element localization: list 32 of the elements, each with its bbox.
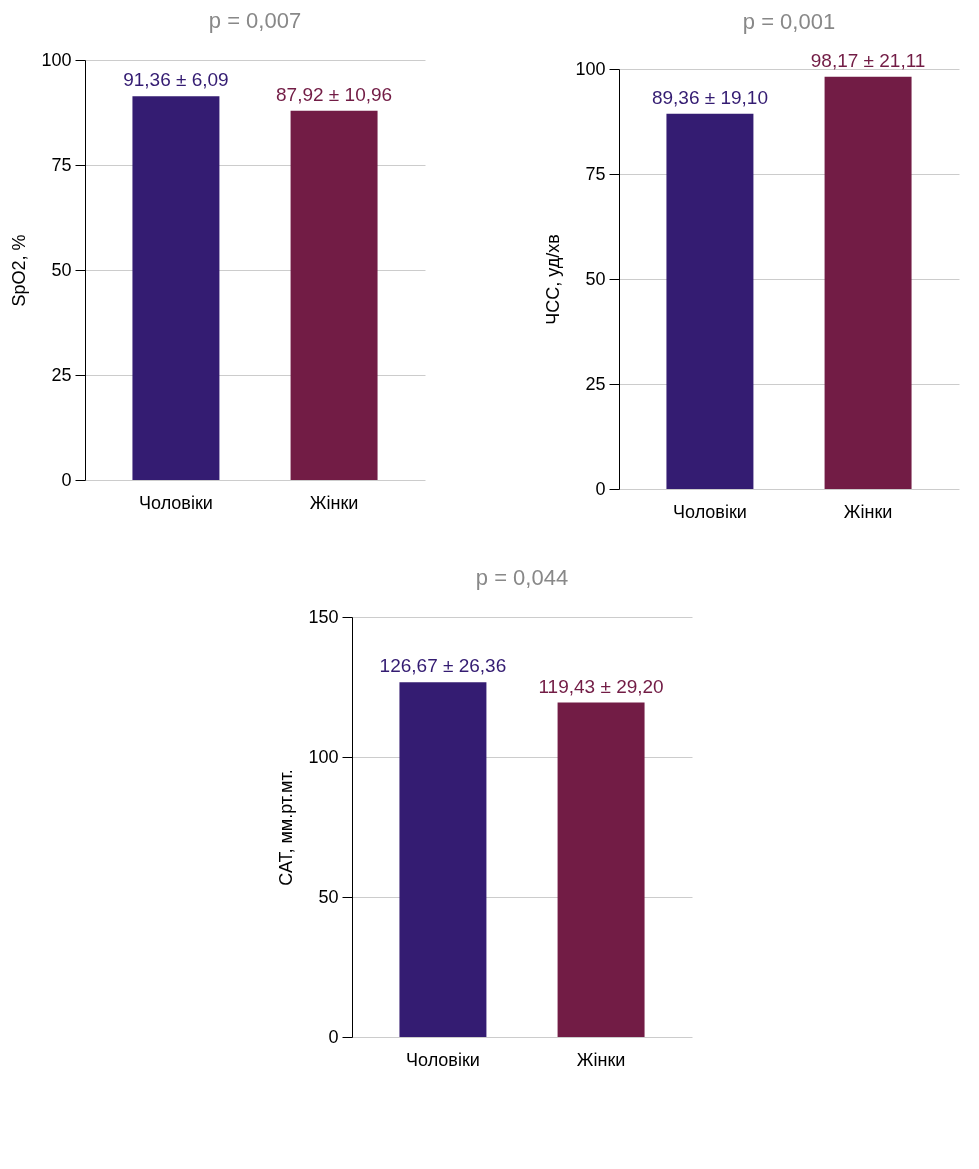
y-axis-title: САТ, мм.рт.мт.: [276, 769, 297, 886]
y-tick-label: 0: [61, 469, 72, 490]
y-tick-label: 25: [585, 373, 606, 394]
y-tick-label: 50: [51, 259, 72, 280]
y-axis-title: ЧСС, уд/хв: [543, 234, 564, 325]
y-tick-label: 100: [575, 58, 606, 79]
y-tick-label: 0: [595, 478, 606, 499]
chart-title: p = 0,007: [208, 8, 302, 33]
data-label: 91,36 ± 6,09: [123, 69, 229, 91]
y-tick-label: 100: [41, 49, 72, 70]
y-axis-title: SpO2, %: [9, 234, 30, 307]
x-tick-label: Чоловіки: [406, 1049, 480, 1070]
y-tick-label: 50: [318, 886, 339, 907]
y-tick-label: 25: [51, 364, 72, 385]
data-label: 98,17 ± 21,11: [810, 49, 926, 71]
y-tick-label: 75: [51, 154, 72, 175]
y-tick-label: 150: [308, 606, 339, 627]
x-tick-label: Чоловіки: [139, 492, 213, 513]
x-tick-label: Чоловіки: [673, 501, 747, 522]
x-tick-label: Жінки: [309, 492, 359, 513]
data-label: 126,67 ± 26,36: [379, 655, 507, 677]
data-label: 119,43 ± 29,20: [538, 675, 664, 697]
y-tick-label: 0: [328, 1026, 339, 1047]
y-tick-label: 100: [308, 746, 339, 767]
x-tick-label: Жінки: [843, 501, 893, 522]
data-label: 87,92 ± 10,96: [276, 83, 393, 105]
chart-title: p = 0,001: [742, 8, 836, 34]
x-tick-label: Жінки: [576, 1049, 626, 1070]
y-tick-label: 50: [585, 268, 606, 289]
y-tick-label: 75: [585, 163, 606, 184]
data-label: 89,36 ± 19,10: [651, 86, 768, 108]
chart-title: p = 0,044: [475, 565, 569, 590]
